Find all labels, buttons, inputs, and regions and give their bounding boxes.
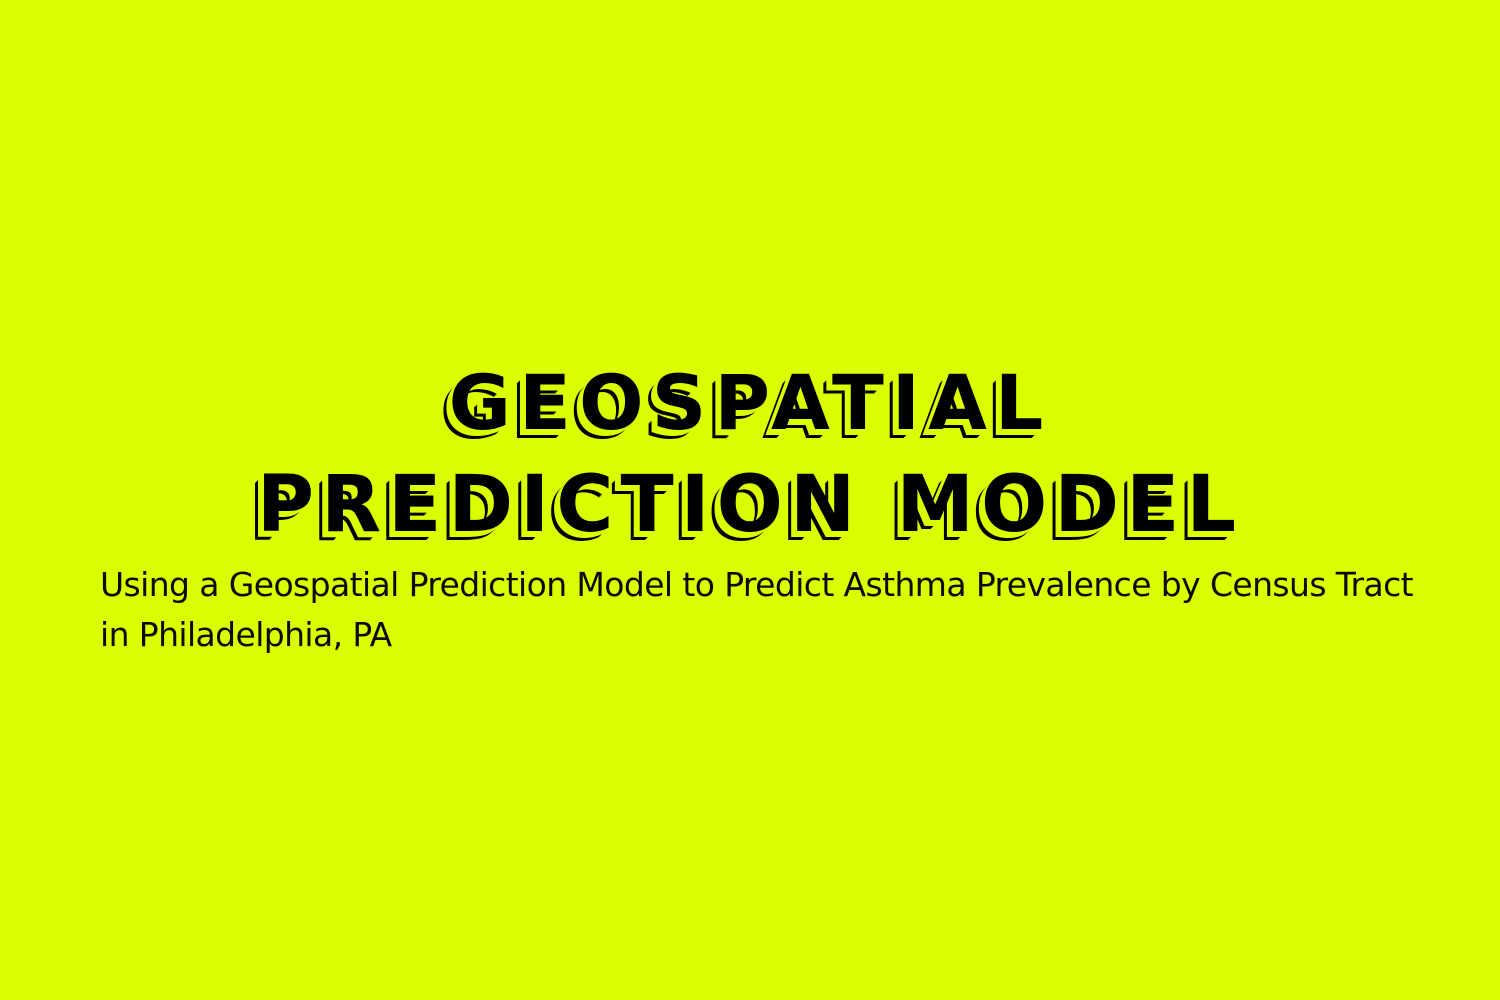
- title-line-2: PREDICTION MODEL: [256, 460, 1244, 550]
- page-title: GEOSPATIAL PREDICTION MODEL: [0, 352, 1500, 556]
- subtitle-line-2: in Philadelphia, PA: [100, 615, 392, 654]
- subtitle: Using a Geospatial Prediction Model to P…: [100, 560, 1420, 660]
- subtitle-line-1: Using a Geospatial Prediction Model to P…: [100, 565, 1414, 604]
- title-line-1: GEOSPATIAL: [448, 358, 1052, 447]
